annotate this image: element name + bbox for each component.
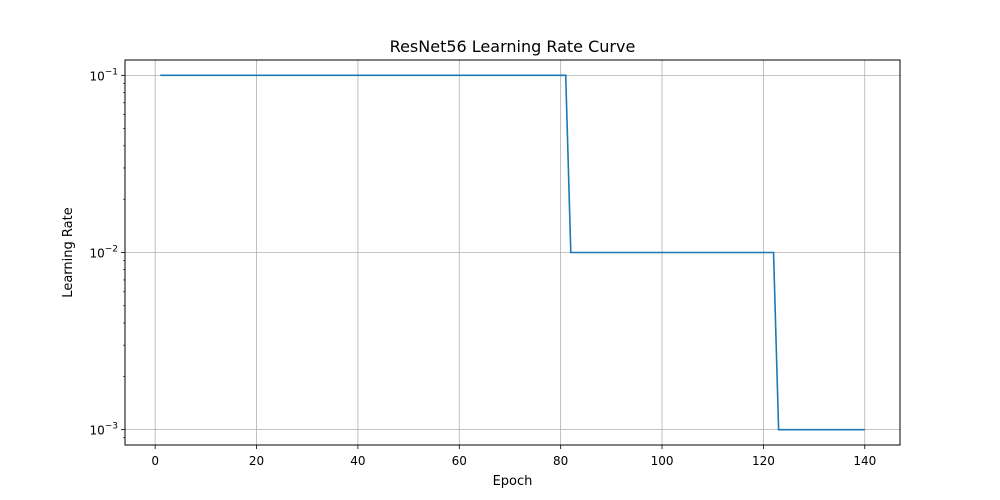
x-tick-label: 140 [853,454,876,468]
y-tick-base: 10 [89,246,104,260]
x-axis-label: Epoch [493,474,533,489]
x-tick-label: 0 [151,454,159,468]
x-tick-label: 60 [452,454,467,468]
x-tick-label: 80 [553,454,568,468]
x-tick-label: 20 [249,454,264,468]
chart-title: ResNet56 Learning Rate Curve [390,37,636,56]
y-tick-exponent: −3 [105,422,118,432]
series-layer [160,74,865,431]
x-tick-label: 100 [651,454,674,468]
y-axis-label: Learning Rate [61,207,76,297]
y-tick-exponent: −2 [105,244,118,254]
y-tick-label: 10−2 [89,244,118,260]
y-tick-exponent: −1 [105,67,118,77]
x-tick-label: 120 [752,454,775,468]
x-tick-label: 40 [350,454,365,468]
y-tick-base: 10 [89,69,104,83]
y-tick-label: 10−3 [89,422,118,438]
y-tick-label: 10−1 [89,67,118,83]
learning-rate-line [160,74,865,431]
y-tick-base: 10 [89,424,104,438]
